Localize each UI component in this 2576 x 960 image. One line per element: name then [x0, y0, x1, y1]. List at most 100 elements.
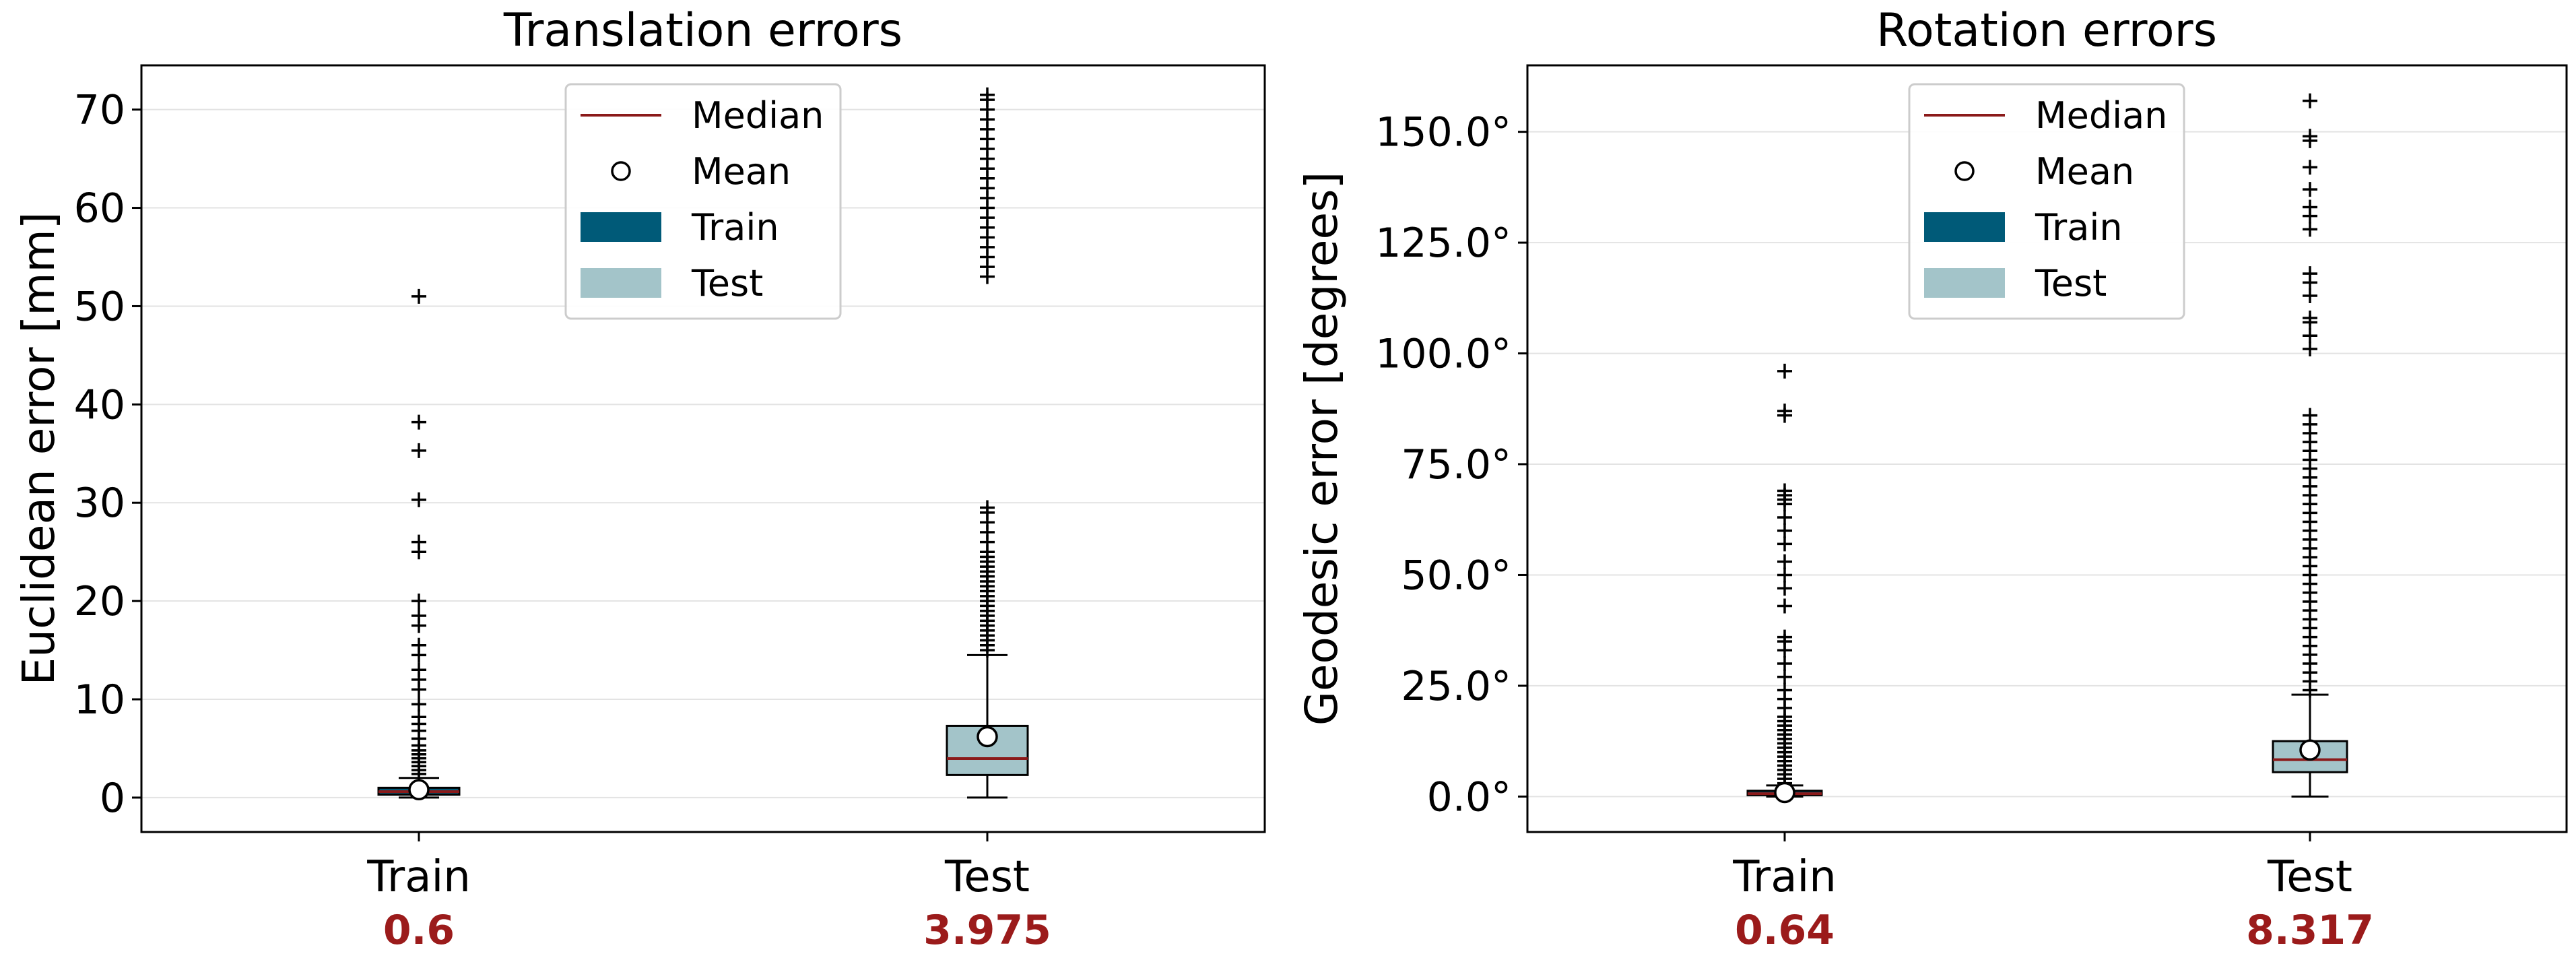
- mean-point: [408, 779, 430, 801]
- legend: Median Mean Train Test: [564, 83, 842, 320]
- legend-item-median: Median: [1924, 94, 2167, 137]
- y-ticks: 0 10 20 30 40 50 60 70: [74, 87, 141, 822]
- x-ticks: Train 0.64 Test 8.317: [1732, 832, 2374, 954]
- y-tick-label: 60: [74, 185, 125, 232]
- y-tick-label: 50: [74, 283, 125, 330]
- y-tick-label: 10: [74, 676, 125, 724]
- box-train: [377, 288, 461, 801]
- outlier-point: [411, 414, 426, 430]
- y-tick-label: 125.0°: [1375, 220, 1511, 267]
- legend-item-mean: Mean: [1954, 150, 2134, 193]
- mean-point: [1774, 781, 1795, 804]
- outlier-point: [2303, 129, 2317, 144]
- chart-title: Rotation errors: [1876, 4, 2217, 57]
- box-test: [946, 87, 1029, 799]
- y-tick-label: 0: [100, 775, 125, 822]
- outlier-point: [1777, 669, 1792, 684]
- legend: Median Mean Train Test: [1908, 83, 2185, 320]
- legend-mean-swatch: [1954, 161, 1975, 181]
- outlier-point: [1777, 536, 1792, 552]
- legend-label: Train: [691, 206, 779, 249]
- outlier-point: [2303, 310, 2317, 325]
- y-tick-label: 0.0°: [1427, 773, 1511, 821]
- legend-label: Mean: [692, 150, 791, 193]
- y-tick-label: 20: [74, 578, 125, 625]
- x-tick-label: Test: [944, 852, 1030, 902]
- y-ticks: 0.0° 25.0° 50.0° 75.0° 100.0° 125.0° 150.0°: [1375, 109, 1527, 821]
- plot-frame: [140, 64, 1266, 833]
- legend-item-train: Train: [1924, 206, 2123, 249]
- outlier-point: [411, 709, 426, 725]
- legend-label: Median: [692, 94, 824, 137]
- outlier-point: [2303, 93, 2317, 108]
- outlier-point: [2303, 266, 2317, 282]
- outlier-point: [1777, 363, 1792, 379]
- outlier-point: [980, 87, 995, 102]
- grid-lines: [1527, 131, 2567, 798]
- outlier-point: [2303, 199, 2317, 215]
- y-tick-label: 150.0°: [1375, 109, 1511, 156]
- outlier-point: [1777, 629, 1792, 645]
- outlier-point: [2303, 182, 2317, 197]
- legend-item-median: Median: [581, 94, 824, 137]
- outlier-point: [1777, 509, 1792, 525]
- median-value-label: 3.975: [923, 907, 1051, 954]
- y-tick-label: 75.0°: [1401, 441, 1511, 488]
- legend-label: Mean: [2035, 150, 2134, 193]
- legend-label: Test: [2035, 262, 2107, 305]
- plot-frame: [1526, 64, 2568, 833]
- outlier-point: [2303, 408, 2317, 423]
- legend-frame: [1908, 83, 2185, 320]
- box-train: [1746, 363, 1823, 804]
- y-axis-label: Geodesic error [degrees]: [1296, 172, 1348, 726]
- translation-chart: Median Mean Train Test 0 10 20 30 40 50 60 70 Tran…: [13, 4, 1266, 954]
- outlier-point: [1777, 523, 1792, 538]
- outlier-point: [411, 443, 426, 458]
- mean-point: [2299, 739, 2321, 761]
- outlier-point: [1777, 581, 1792, 596]
- y-axis-label: Euclidean error [mm]: [13, 212, 65, 685]
- outlier-point: [1777, 404, 1792, 419]
- y-tick-label: 100.0°: [1375, 331, 1511, 378]
- rotation-chart: Median Mean Train Test 0.0° 25.0° 50.0° 75.0° 1…: [1296, 4, 2568, 954]
- y-tick-label: 30: [74, 480, 125, 527]
- outlier-point: [411, 594, 426, 609]
- box-test: [2272, 93, 2348, 798]
- outlier-point: [411, 608, 426, 624]
- boxes: [377, 87, 1029, 801]
- mean-point: [977, 726, 998, 748]
- legend-label: Test: [691, 262, 763, 305]
- x-tick-label: Train: [366, 852, 471, 902]
- median-value-label: 0.6: [383, 907, 455, 954]
- legend-train-swatch: [1924, 212, 2005, 242]
- outlier-point: [1777, 656, 1792, 672]
- outlier-point: [411, 662, 426, 678]
- legend-test-swatch: [1924, 268, 2005, 298]
- x-tick-label: Test: [2267, 852, 2352, 902]
- legend-train-swatch: [581, 212, 661, 242]
- legend-item-test: Test: [1924, 262, 2107, 305]
- outlier-point: [411, 697, 426, 712]
- outlier-point: [2303, 328, 2317, 344]
- legend-label: Median: [2035, 94, 2167, 137]
- legend-mean-swatch: [611, 161, 631, 181]
- y-tick-label: 40: [74, 381, 125, 428]
- outlier-point: [1777, 567, 1792, 583]
- outlier-point: [411, 637, 426, 653]
- y-tick-label: 25.0°: [1401, 663, 1511, 710]
- outlier-point: [2303, 222, 2317, 237]
- outlier-point: [411, 534, 426, 550]
- y-tick-label: 50.0°: [1401, 552, 1511, 599]
- outlier-point: [1777, 682, 1792, 698]
- y-tick-label: 70: [74, 87, 125, 134]
- median-value-label: 8.317: [2246, 907, 2374, 954]
- legend-frame: [564, 83, 842, 320]
- legend-item-mean: Mean: [611, 150, 791, 193]
- chart-title: Translation errors: [503, 4, 902, 57]
- median-value-label: 0.64: [1735, 907, 1835, 954]
- legend-test-swatch: [581, 268, 661, 298]
- legend-item-train: Train: [581, 206, 779, 249]
- outlier-point: [411, 492, 426, 507]
- outlier-point: [2303, 288, 2317, 304]
